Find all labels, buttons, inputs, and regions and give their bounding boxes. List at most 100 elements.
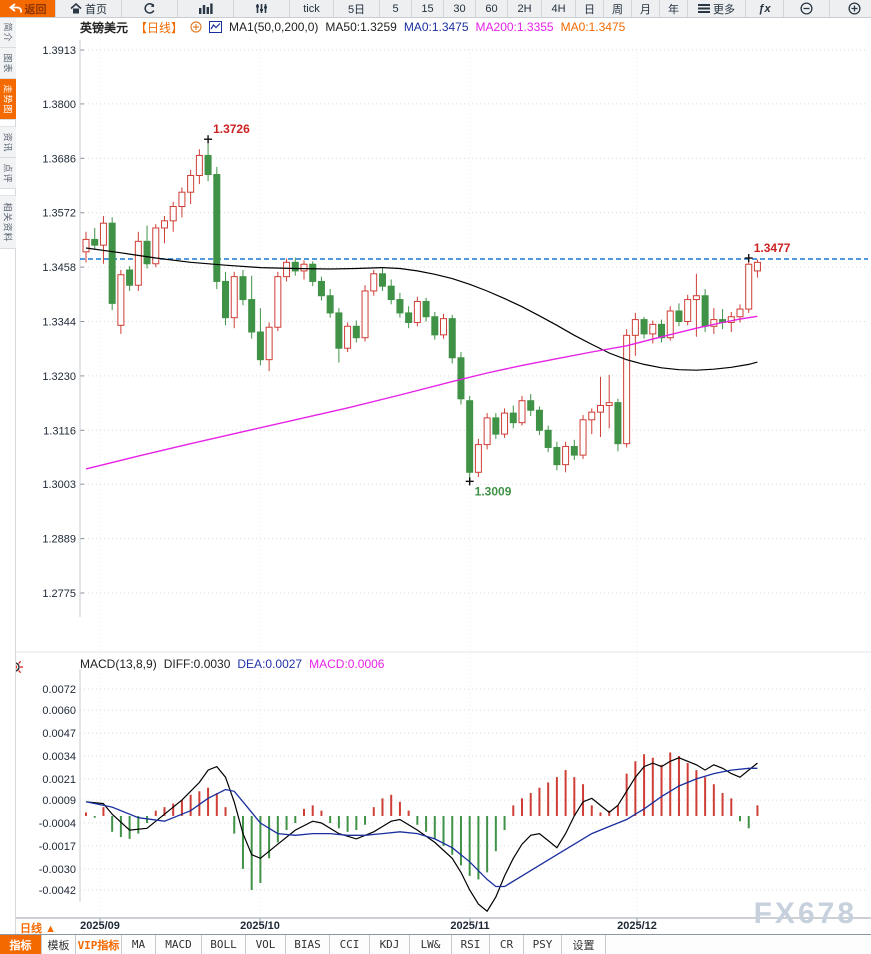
period-selector[interactable]: 日线 ▲ [20,920,56,936]
tab-指标[interactable]: 指标 [0,935,42,954]
sliders-icon [255,3,268,14]
tab-VOL[interactable]: VOL [246,935,286,954]
svg-text:-0.0042: -0.0042 [39,885,76,897]
price-header: 英镑美元 【日线】 MA1(50,0,200,0) MA50:1.3259 MA0:1.… [80,20,625,35]
sidebar-item-0[interactable]: 简介 [0,17,16,48]
period-day-button[interactable]: 日 [576,0,604,17]
watermark: FX678 [753,897,857,930]
sidebar-gap [0,120,15,127]
chart-type-button[interactable] [178,0,234,17]
period-15-button-label: 15 [421,2,434,15]
gridlines [16,40,871,922]
period-15-button[interactable]: 15 [412,0,444,17]
period-5-button-label: 5 [392,2,399,15]
tab-MA[interactable]: MA [122,935,156,954]
period-year-button[interactable]: 年 [660,0,688,17]
sidebar-item-5[interactable]: 点评 [0,158,16,189]
period-month-button-label: 月 [640,3,651,16]
sidebar-item-4[interactable]: 资讯 [0,127,16,158]
svg-text:1.2775: 1.2775 [42,588,76,600]
tab-VIP指标[interactable]: VIP指标 [76,935,122,954]
period-week-button[interactable]: 周 [604,0,632,17]
period-tick-button[interactable]: tick [290,0,334,17]
tab-LW&[interactable]: LW& [410,935,452,954]
period-5-button[interactable]: 5 [380,0,412,17]
period-day-button-label: 日 [584,3,595,16]
refresh-button[interactable] [122,0,178,17]
zoom-out-button[interactable] [784,0,830,17]
svg-text:1.3003: 1.3003 [42,479,76,491]
svg-text:1.3800: 1.3800 [42,99,76,111]
tab-模板[interactable]: 模板 [42,935,76,954]
more-button[interactable]: 更多 [688,0,746,17]
back-button[interactable]: 返回 [0,0,56,17]
period-30-button-label: 30 [453,2,466,15]
tab-KDJ[interactable]: KDJ [370,935,410,954]
period-tick-button-label: tick [303,2,320,15]
period-badge: 【日线】 [135,20,184,35]
svg-text:0.0034: 0.0034 [42,751,76,763]
sidebar: 简介图表走势图资讯点评相关资料 [0,17,16,934]
tab-PSY[interactable]: PSY [524,935,562,954]
tab-CCI[interactable]: CCI [330,935,370,954]
bar-chart-icon [198,3,213,14]
back-button-label: 返回 [24,3,47,16]
period-5d-button[interactable]: 5日 [334,0,380,17]
circle-plus-icon[interactable] [190,21,202,33]
tab-BIAS[interactable]: BIAS [286,935,330,954]
tab-CR[interactable]: CR [490,935,524,954]
svg-text:1.3686: 1.3686 [42,153,76,165]
sidebar-item-label: 资讯 [2,131,13,153]
diff-value: DIFF:0.0030 [163,657,231,671]
ma200-line [85,315,758,470]
macd-value: MACD:0.0006 [309,657,385,671]
fx-button[interactable]: ƒx [746,0,784,17]
svg-text:1.3913: 1.3913 [42,45,76,57]
period-30-button[interactable]: 30 [444,0,476,17]
svg-text:1.3344: 1.3344 [42,317,76,329]
chart-style-icon[interactable] [209,21,223,33]
period-2h-button-label: 2H [517,2,532,15]
svg-text:0.0072: 0.0072 [42,684,76,696]
period-label-text: 日线 [20,923,42,935]
triangle-up-icon: ▲ [45,923,56,935]
zoom-in-icon [848,2,861,15]
svg-text:0.0021: 0.0021 [42,774,76,786]
tab-设置[interactable]: 设置 [562,935,606,954]
sidebar-item-7[interactable]: 相关资料 [0,196,16,249]
period-2h-button[interactable]: 2H [508,0,542,17]
sidebar-item-1[interactable]: 图表 [0,48,16,79]
period-4h-button[interactable]: 4H [542,0,576,17]
macd-header: MACD(13,8,9) DIFF:0.0030 DEA:0.0027 MACD:0.… [80,657,384,671]
home-button[interactable]: 首页 [56,0,122,17]
diff-line [85,757,758,913]
svg-text:0.0060: 0.0060 [42,705,76,717]
sidebar-item-label: 相关资料 [2,201,13,243]
sidebar-item-label: 简介 [2,21,13,43]
ma200-value: MA200:1.3355 [475,20,554,34]
period-month-button[interactable]: 月 [632,0,660,17]
sidebar-item-2[interactable]: 走势图 [0,79,16,120]
indicator-settings-button[interactable] [234,0,290,17]
tab-MACD[interactable]: MACD [156,935,202,954]
refresh-icon [143,2,156,15]
tab-BOLL[interactable]: BOLL [202,935,246,954]
price-macd-chart: 1.3913 1.3800 1.3686 1.3572 1.3458 1.3344 1.32… [16,40,871,922]
tab-RSI[interactable]: RSI [452,935,490,954]
chart-area: 1.3913 1.3800 1.3686 1.3572 1.3458 1.3344 1.32… [0,17,871,954]
month-label-2025/09: 2025/09 [80,920,120,932]
month-label-2025/10: 2025/10 [240,920,280,932]
period-60-button[interactable]: 60 [476,0,508,17]
sidebar-item-label: 走势图 [2,83,13,115]
period-week-button-label: 周 [612,3,623,16]
annotations: 1.3726 1.3009 1.3477 [204,122,791,498]
period-year-button-label: 年 [668,3,679,16]
sidebar-item-label: 图表 [2,52,13,74]
sidebar-gap [0,189,15,196]
zoom-out-icon [800,2,813,15]
zoom-in-button[interactable] [830,0,871,17]
dea-value: DEA:0.0027 [237,657,303,671]
svg-text:1.3477: 1.3477 [754,241,791,255]
sidebar-item-label: 点评 [2,162,13,184]
